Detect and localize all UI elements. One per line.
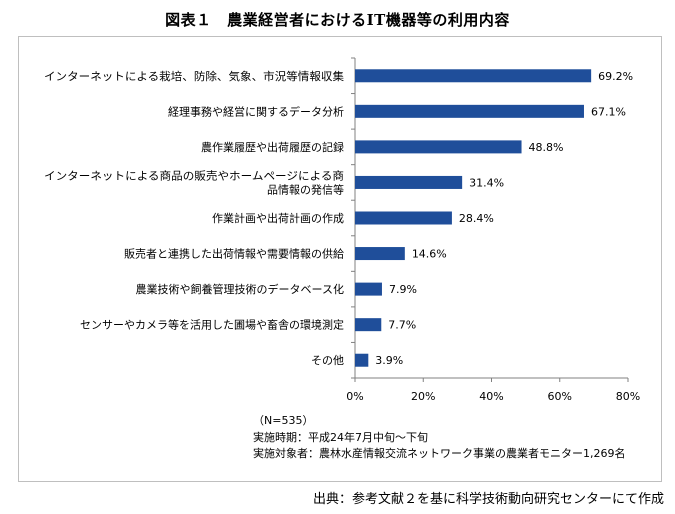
category-label: インターネットによる栽培、防除、気象、市況等情報収集 xyxy=(44,69,344,83)
bar-value-label: 31.4% xyxy=(469,176,504,189)
bar-value-label: 48.8% xyxy=(529,141,564,154)
category-label: 農業技術や飼養管理技術のデータベース化 xyxy=(136,282,344,296)
bar xyxy=(355,140,522,154)
bar xyxy=(355,211,452,225)
bar-value-label: 67.1% xyxy=(591,105,626,118)
x-tick-label: 80% xyxy=(616,390,640,403)
category-label: その他 xyxy=(311,354,344,367)
category-label: 品情報の発信等 xyxy=(267,182,344,196)
x-tick-label: 40% xyxy=(479,390,503,403)
survey-period-note: 実施時期：平成24年7月中旬～下旬 xyxy=(253,430,428,444)
chart-title: 図表１ 農業経営者におけるIT機器等の利用内容 xyxy=(165,11,510,29)
category-label: センサーやカメラ等を活用した圃場や畜舎の環境測定 xyxy=(80,318,344,332)
bar xyxy=(355,104,584,118)
category-label: 作業計画や出荷計画の作成 xyxy=(212,211,344,225)
chart-notes: （N=535） 実施時期：平成24年7月中旬～下旬 実施対象者：農林水産情報交流… xyxy=(253,413,626,463)
bar xyxy=(355,69,592,83)
bar-value-label: 7.7% xyxy=(388,319,416,332)
category-label: 販売者と連携した出荷情報や需要情報の供給 xyxy=(124,247,344,261)
survey-subject-note: 実施対象者：農林水産情報交流ネットワーク事業の農業者モニター1,269名 xyxy=(253,447,626,460)
category-label: 農作業履歴や出荷履歴の記録 xyxy=(201,140,344,154)
bar xyxy=(355,247,405,261)
category-label: 経理事務や経営に関するデータ分析 xyxy=(168,104,344,118)
x-tick-label: 0% xyxy=(346,390,363,403)
bar-value-label: 3.9% xyxy=(375,354,403,367)
x-tick-label: 60% xyxy=(548,390,572,403)
chart-frame xyxy=(18,36,662,482)
bar xyxy=(355,175,463,189)
bar xyxy=(355,318,382,332)
bar-value-label: 7.9% xyxy=(389,283,417,296)
source-note: 出典：参考文献２を基に科学技術動向研究センターにて作成 xyxy=(312,492,664,507)
category-label: インターネットによる商品の販売やホームページによる商 xyxy=(44,168,344,182)
bar xyxy=(355,353,369,367)
bar-value-label: 28.4% xyxy=(459,212,494,225)
bar-value-label: 69.2% xyxy=(598,70,633,83)
bar xyxy=(355,282,382,296)
bar-value-label: 14.6% xyxy=(412,248,447,261)
sample-size-note: （N=535） xyxy=(253,414,314,427)
x-tick-label: 20% xyxy=(411,390,435,403)
